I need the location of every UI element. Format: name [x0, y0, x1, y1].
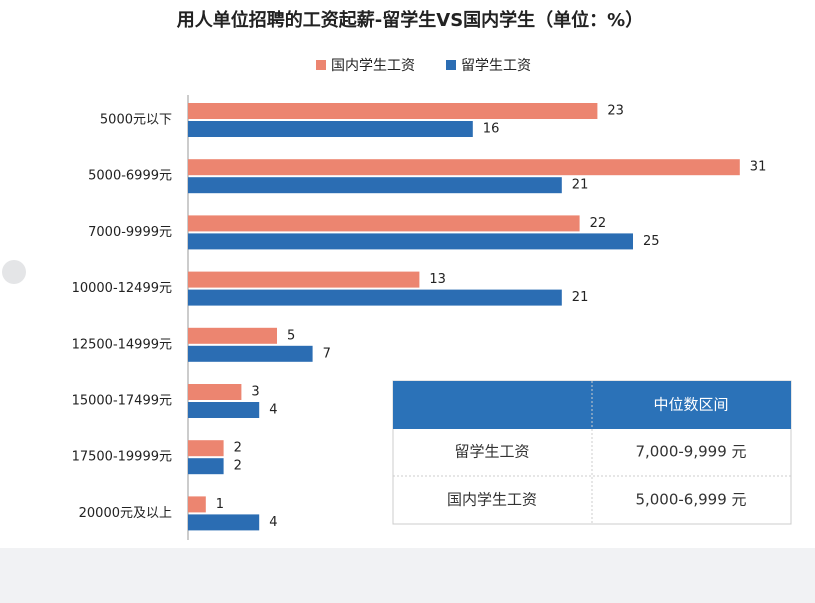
y-tick-label: 12500-14999元 — [72, 337, 172, 352]
table-cell: 7,000-9,999 元 — [635, 443, 746, 461]
data-label: 22 — [590, 216, 607, 231]
y-tick-label: 5000-6999元 — [88, 169, 172, 184]
data-label: 25 — [643, 234, 660, 249]
data-label: 3 — [251, 385, 259, 400]
bar — [188, 458, 224, 475]
y-tick-label: 20000元及以上 — [79, 506, 172, 521]
bar — [188, 159, 740, 176]
data-label: 4 — [269, 515, 277, 530]
data-label: 13 — [429, 272, 446, 287]
bar — [188, 496, 206, 513]
bar — [188, 215, 580, 232]
data-label: 2 — [234, 459, 242, 474]
bar — [188, 271, 420, 288]
y-tick-label: 17500-19999元 — [72, 450, 172, 465]
bar — [188, 384, 242, 400]
bar — [188, 121, 473, 137]
data-label: 4 — [269, 403, 277, 418]
legend-label: 国内学生工资 — [331, 58, 415, 74]
chart-title: 用人单位招聘的工资起薪-留学生VS国内学生（单位：%） — [177, 9, 643, 31]
y-tick-label: 10000-12499元 — [72, 281, 172, 296]
bar — [188, 345, 313, 362]
bar — [188, 103, 598, 119]
table-cell: 国内学生工资 — [447, 491, 537, 509]
data-label: 16 — [483, 122, 500, 137]
data-label: 21 — [572, 290, 589, 305]
median-table: 中位数区间 — [392, 380, 792, 525]
legend-swatch — [446, 60, 456, 70]
bar — [188, 327, 277, 344]
bar — [188, 177, 562, 194]
table-cell: 留学生工资 — [454, 443, 529, 461]
scroll-handle[interactable] — [2, 260, 26, 284]
data-label: 5 — [287, 328, 295, 343]
data-label: 23 — [607, 104, 624, 119]
legend-label: 留学生工资 — [461, 58, 531, 74]
bar — [188, 289, 562, 306]
bar — [188, 440, 224, 457]
data-label: 7 — [323, 346, 331, 361]
legend-swatch — [316, 60, 326, 70]
data-label: 21 — [572, 178, 589, 193]
table-header-cell: 中位数区间 — [653, 396, 728, 414]
data-label: 1 — [216, 497, 224, 512]
bar — [188, 402, 260, 418]
table-cell: 5,000-6,999 元 — [635, 491, 746, 509]
y-tick-label: 15000-17499元 — [72, 394, 172, 409]
y-tick-label: 7000-9999元 — [88, 225, 172, 240]
y-tick-label: 5000元以下 — [100, 113, 172, 128]
bar — [188, 514, 260, 531]
data-label: 2 — [234, 441, 242, 456]
bar — [188, 233, 633, 250]
data-label: 31 — [750, 160, 767, 175]
